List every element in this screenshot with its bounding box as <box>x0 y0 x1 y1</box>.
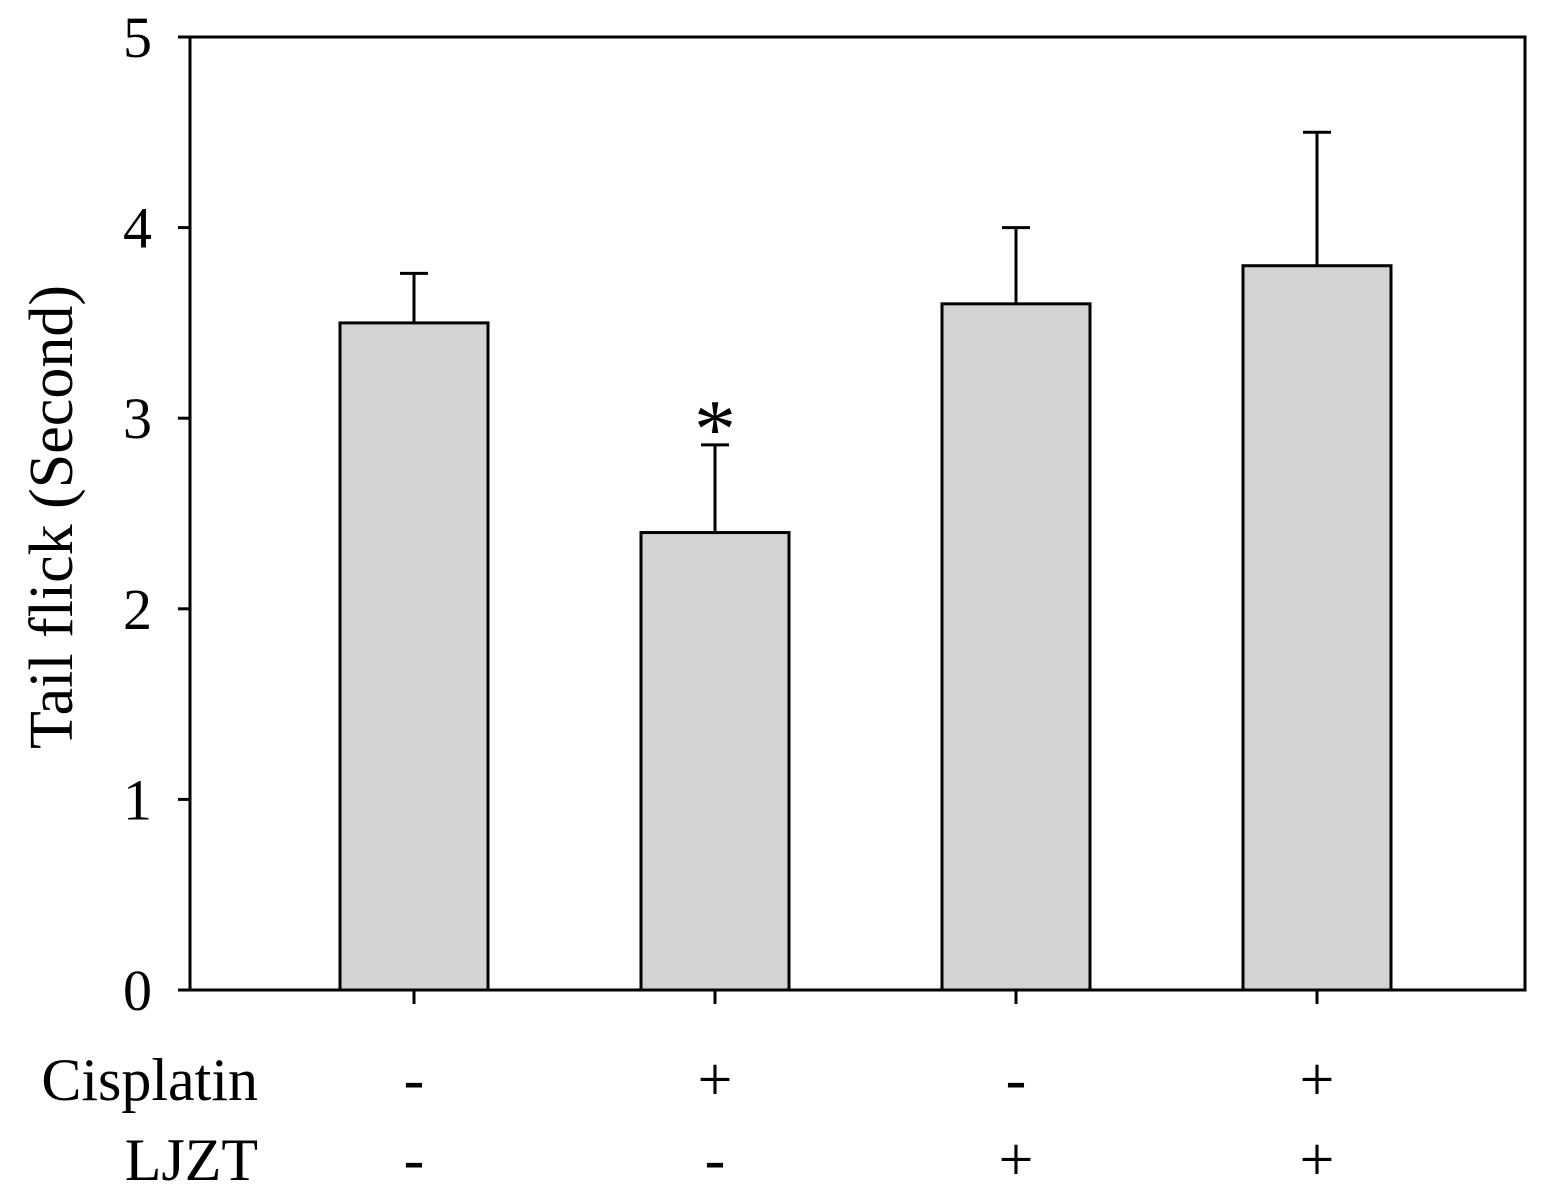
treatment-sign: + <box>1300 1126 1335 1194</box>
y-axis-label: Tail flick (Second) <box>18 285 86 749</box>
y-tick-label: 2 <box>123 577 152 642</box>
bar <box>1241 264 1393 992</box>
treatment-sign: - <box>705 1126 726 1194</box>
treatment-table: Cisplatin - + - + LJZT - - + + <box>41 1046 1334 1194</box>
y-tick-label: 3 <box>123 386 152 451</box>
y-tick-label: 0 <box>123 958 152 1023</box>
annotations-layer: * <box>694 383 736 476</box>
plot-frame <box>188 35 1527 992</box>
y-tick-label: 1 <box>123 767 152 832</box>
treatment-row-label: LJZT <box>125 1127 258 1193</box>
treatment-sign: - <box>1006 1046 1027 1114</box>
bar <box>940 302 1092 992</box>
significance-marker: * <box>694 383 736 476</box>
treatment-sign: - <box>404 1046 425 1114</box>
x-axis <box>412 990 1319 1004</box>
treatment-sign: - <box>404 1126 425 1194</box>
treatment-sign: + <box>698 1046 733 1114</box>
bars-layer <box>338 264 1393 992</box>
y-tick-label: 4 <box>123 196 152 261</box>
bar <box>338 321 490 992</box>
y-axis: 0 1 2 3 4 5 <box>123 5 190 1023</box>
bar <box>639 531 791 992</box>
treatment-sign: + <box>1300 1046 1335 1114</box>
error-bars-layer <box>400 130 1331 533</box>
y-tick-label: 5 <box>123 5 152 70</box>
treatment-sign: + <box>999 1126 1034 1194</box>
treatment-row-label: Cisplatin <box>41 1047 258 1113</box>
